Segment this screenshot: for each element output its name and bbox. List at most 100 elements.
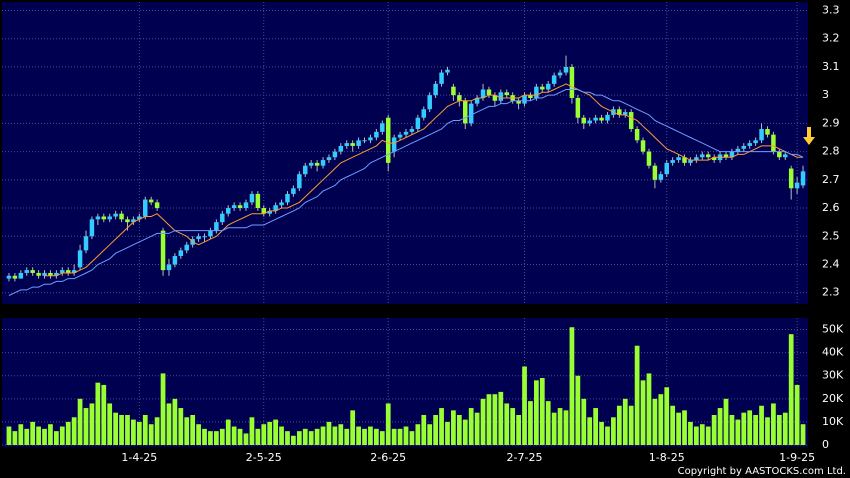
candle-body — [753, 140, 758, 144]
volume-bar — [605, 426, 610, 445]
volume-bar — [131, 419, 136, 445]
volume-bar — [480, 398, 486, 445]
volume-bar — [658, 394, 664, 445]
candle-body — [623, 112, 628, 115]
volume-bar — [379, 431, 385, 445]
candle-body — [688, 160, 693, 163]
y-tick-label: 2.9 — [822, 116, 840, 129]
volume-bar — [699, 424, 705, 445]
candle-body — [652, 165, 658, 180]
candle-body — [137, 216, 142, 220]
volume-bar — [688, 421, 693, 445]
candle-body — [391, 137, 397, 152]
candle-body — [143, 199, 148, 217]
volume-bar — [445, 421, 450, 445]
volume-bar — [616, 405, 622, 445]
volume-bar — [498, 391, 504, 445]
candle-body — [486, 89, 492, 96]
candle-body — [273, 205, 278, 211]
candle-body — [759, 129, 764, 141]
candle-body — [480, 89, 486, 98]
y-tick-label: 0 — [822, 438, 829, 451]
candle-body — [771, 134, 776, 152]
candle-body — [498, 92, 504, 101]
y-tick-label: 3.2 — [822, 32, 840, 45]
volume-bar — [89, 403, 95, 445]
candle-body — [705, 154, 711, 158]
y-tick-label: 3.3 — [822, 3, 840, 16]
volume-bar — [214, 431, 219, 445]
volume-bar — [646, 373, 652, 445]
candle-body — [243, 202, 249, 209]
candle-body — [557, 72, 563, 76]
candle-body — [563, 66, 569, 73]
candle-body — [593, 117, 598, 121]
candle-body — [569, 66, 575, 98]
x-tick-label: 1-8-25 — [649, 451, 685, 464]
volume-bar — [794, 384, 800, 445]
candle-body — [54, 272, 59, 276]
copyright: Copyright by AASTOCKS.com Ltd. — [678, 466, 846, 477]
candle-body — [249, 193, 255, 203]
candle-body — [89, 219, 95, 237]
candle-body — [634, 129, 640, 141]
y-tick-label: 20K — [822, 392, 844, 405]
volume-bar — [753, 414, 758, 445]
volume-bar — [628, 405, 634, 445]
candle-body — [338, 145, 344, 152]
volume-bar — [142, 414, 148, 445]
candle-body — [581, 117, 587, 124]
y-tick-label: 40K — [822, 346, 844, 359]
y-tick-label: 3 — [822, 88, 829, 101]
candle-body — [711, 157, 717, 161]
candle-body — [729, 151, 735, 158]
candle-body — [664, 162, 669, 175]
candle-body — [344, 143, 349, 146]
candle-body — [765, 129, 770, 135]
volume-bar — [587, 417, 593, 445]
volume-bar — [403, 426, 409, 445]
candle-body — [445, 69, 450, 73]
volume-bar — [391, 428, 397, 445]
candle-body — [640, 140, 646, 152]
candle-body — [320, 160, 326, 166]
candle-body — [6, 275, 12, 279]
candle-body — [427, 95, 432, 110]
candle-body — [735, 148, 741, 152]
candle-body — [237, 205, 243, 209]
volume-bar — [190, 414, 196, 445]
y-tick-label: 30K — [822, 369, 844, 382]
candle-body — [741, 145, 747, 149]
candle-body — [350, 143, 355, 146]
volume-bar — [747, 410, 753, 445]
volume-bar — [771, 403, 776, 445]
candle-body — [255, 193, 261, 209]
candle-body — [285, 193, 290, 203]
candle-body — [421, 109, 427, 118]
volume-bar — [154, 417, 160, 445]
volume-bar — [557, 408, 563, 445]
candle-body — [646, 151, 652, 166]
volume-bar — [788, 334, 794, 445]
candle-body — [12, 275, 18, 279]
volume-bar — [160, 373, 166, 445]
volume-bar — [356, 426, 361, 445]
volume-bar — [664, 387, 670, 445]
volume-bar — [54, 431, 59, 445]
volume-bar — [474, 412, 480, 445]
candle-body — [516, 100, 521, 104]
volume-bar — [267, 421, 273, 445]
volume-bar — [291, 435, 296, 445]
volume-bar — [776, 414, 782, 445]
volume-bar — [516, 414, 521, 445]
candle-body — [362, 140, 367, 142]
volume-bar — [285, 431, 290, 445]
volume-bar — [421, 414, 427, 445]
volume-bar — [273, 419, 278, 445]
candle-body — [800, 171, 806, 186]
candle-body — [403, 131, 409, 135]
candle-body — [463, 100, 468, 124]
y-tick-label: 2.6 — [822, 201, 840, 214]
y-tick-label: 10K — [822, 415, 844, 428]
